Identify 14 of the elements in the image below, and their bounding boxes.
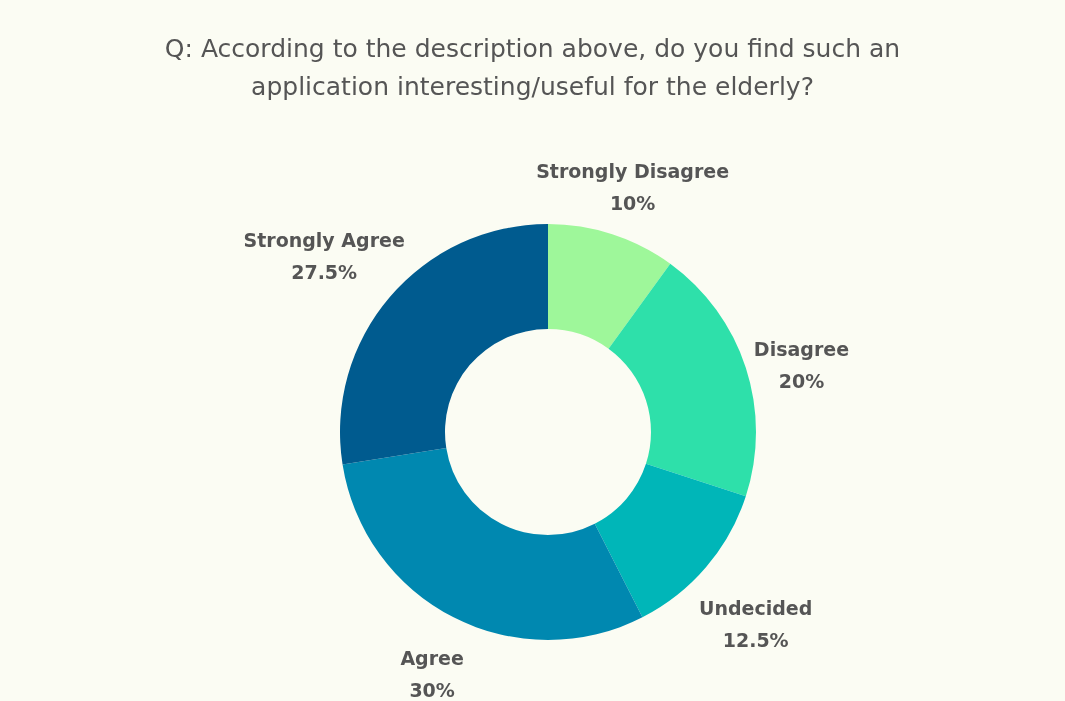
slice-label: Undecided [699,597,813,620]
slice-label: Strongly Disagree [536,159,730,182]
data-label: 20% [778,369,825,392]
donut-slice [548,224,671,349]
slice-label: Strongly Agree [243,228,405,251]
data-label: 12.5% [722,629,789,652]
data-label: 27.5% [291,260,358,283]
data-label: 10% [609,191,656,214]
slice-label: Agree [400,647,464,670]
data-label: 30% [409,679,455,701]
donut-slice [608,263,756,497]
donut-slice [342,448,643,640]
chart-title: Q: According to the description above, do you find such an application interesting/useful for the elderly? [164,34,901,101]
slice-label: Disagree [753,337,850,360]
